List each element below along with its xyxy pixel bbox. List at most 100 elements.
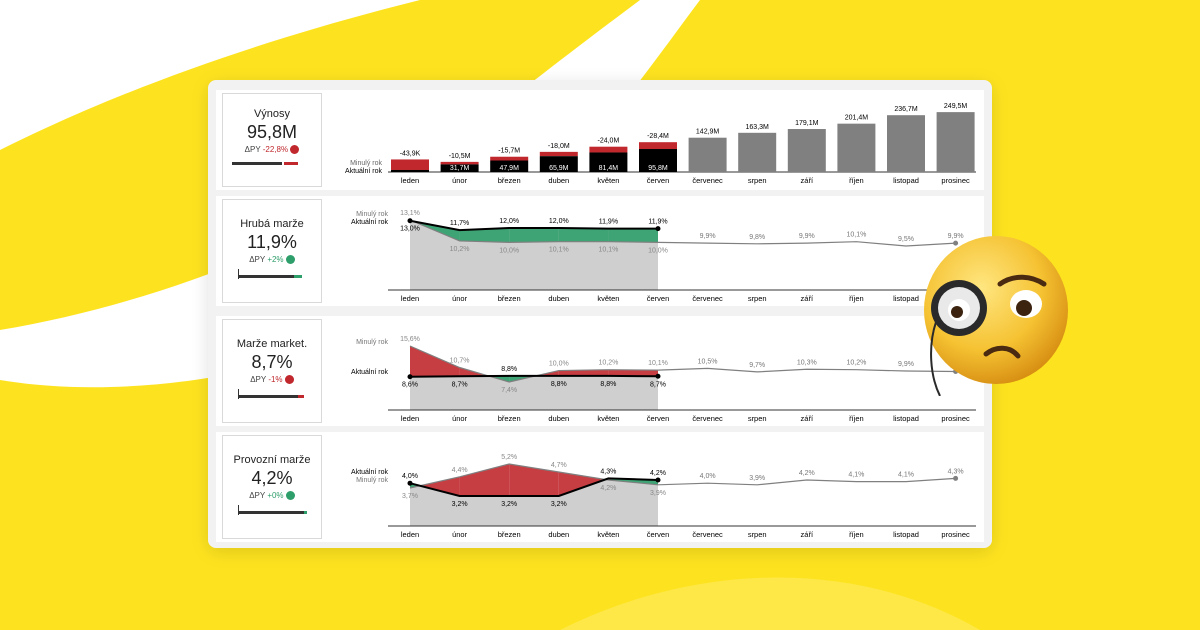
bar-value-label: 201,4M xyxy=(845,115,869,122)
current-year-point xyxy=(407,218,413,224)
previous-year-value-label: 9,7% xyxy=(749,362,765,369)
previous-year-value-label: 4,4% xyxy=(452,467,468,474)
month-tick-label: únor xyxy=(452,176,468,185)
bar-variance-label: -43,9K xyxy=(400,150,421,157)
variance-area xyxy=(410,346,460,377)
kpi-delta: ΔPY -1% ↓ xyxy=(223,375,321,385)
bar-variance xyxy=(490,156,529,161)
kpi-card-operating-margin[interactable]: Provozní marže 4,2% ΔPY +0% ↑ xyxy=(222,435,322,539)
previous-year-value-label: 9,8% xyxy=(749,234,765,241)
current-year-point xyxy=(407,480,413,486)
legend-current-year: Aktuální rok xyxy=(351,219,388,226)
current-year-point xyxy=(655,373,661,379)
month-tick-label: duben xyxy=(548,176,569,185)
kpi-progress-bar xyxy=(238,505,307,516)
current-year-value-label: 8,8% xyxy=(551,381,567,388)
current-year-value-label: 12,0% xyxy=(549,218,569,225)
bar-previous-year xyxy=(787,129,826,172)
variance-area xyxy=(419,476,460,496)
kpi-delta: ΔPY +2% ↑ xyxy=(223,255,321,265)
month-tick-label: červenec xyxy=(692,294,723,303)
previous-year-value-label: 10,0% xyxy=(499,247,519,254)
bar-value-label: 179,1M xyxy=(795,120,819,127)
bar-previous-year xyxy=(936,112,975,172)
current-year-line xyxy=(409,374,659,378)
previous-year-value-label: 10,0% xyxy=(549,361,569,368)
month-tick-label: únor xyxy=(452,294,468,303)
bar-variance xyxy=(440,161,479,165)
bar-value-label: 47,9M xyxy=(499,165,519,172)
bar-variance xyxy=(391,159,429,170)
previous-year-value-label: 9,5% xyxy=(898,236,914,243)
month-tick-label: září xyxy=(801,530,814,539)
kpi-title: Marže market. xyxy=(236,338,308,350)
bar-variance-label: -28,4M xyxy=(647,133,669,140)
variance-area xyxy=(509,375,536,382)
kpi-progress-bar xyxy=(238,389,304,400)
previous-year-value-label: 13,1% xyxy=(400,210,420,217)
bar-previous-year xyxy=(688,137,727,172)
bar-variance-label: -10,5M xyxy=(449,153,471,160)
kpi-delta-value: +0% xyxy=(267,491,284,500)
previous-year-value-label: 7,4% xyxy=(501,387,517,394)
previous-year-value-label: 4,2% xyxy=(600,485,616,492)
current-year-area xyxy=(410,375,658,410)
kpi-value: 11,9% xyxy=(247,232,297,252)
bar-variance xyxy=(539,151,578,157)
month-tick-label: říjen xyxy=(849,414,864,423)
month-tick-label: květen xyxy=(597,414,619,423)
current-year-point xyxy=(655,477,661,483)
bar-current-year xyxy=(490,160,529,172)
legend-previous-year: Minulý rok xyxy=(356,211,388,218)
month-tick-label: březen xyxy=(498,530,521,539)
bar-variance-label: -24,0M xyxy=(598,138,620,145)
month-tick-label: červenec xyxy=(692,176,723,185)
bar-previous-year xyxy=(738,132,777,172)
current-year-point xyxy=(655,226,661,232)
month-tick-label: únor xyxy=(452,414,468,423)
previous-year-value-label: 10,5% xyxy=(698,358,718,365)
previous-year-end-point xyxy=(953,240,959,246)
bar-variance xyxy=(589,146,628,153)
month-tick-label: říjen xyxy=(849,176,864,185)
current-year-value-label: 8,8% xyxy=(501,366,517,373)
kpi-delta: ΔPY -22,8% ↓ xyxy=(223,145,321,155)
current-year-value-label: 8,7% xyxy=(452,381,468,388)
kpi-card-revenue[interactable]: Výnosy 95,8M ΔPY -22,8% ↓ xyxy=(222,93,322,187)
kpi-value: 95,8M xyxy=(246,122,298,142)
month-tick-label: červenec xyxy=(692,414,723,423)
bar-value-label: 163,3M xyxy=(746,124,770,131)
current-year-point xyxy=(407,374,413,380)
previous-year-value-label: 3,9% xyxy=(749,475,765,482)
previous-year-value-label: 10,1% xyxy=(648,360,668,367)
previous-year-value-label: 3,9% xyxy=(650,490,666,497)
month-tick-label: leden xyxy=(401,294,419,303)
kpi-value: 8,7% xyxy=(251,352,293,372)
month-tick-label: červen xyxy=(647,414,670,423)
kpi-title: Výnosy xyxy=(253,108,291,120)
previous-year-line xyxy=(409,345,956,383)
legend-previous-year: Minulý rok xyxy=(356,477,388,484)
bar-variance-label: -15,7M xyxy=(498,148,520,155)
month-tick-label: červen xyxy=(647,530,670,539)
current-year-value-label: 8,7% xyxy=(650,381,666,388)
bar-variance-label: -18,0M xyxy=(548,143,570,150)
variance-area xyxy=(459,464,510,496)
bar-value-label: 95,8M xyxy=(648,165,668,172)
current-year-value-label: 8,8% xyxy=(600,381,616,388)
month-tick-label: srpen xyxy=(748,176,767,185)
month-tick-label: leden xyxy=(401,530,419,539)
current-year-value-label: 3,2% xyxy=(551,501,567,508)
kpi-delta-label: ΔPY xyxy=(249,255,266,264)
month-tick-label: duben xyxy=(548,530,569,539)
previous-year-value-label: 15,6% xyxy=(400,336,420,343)
month-tick-label: listopad xyxy=(893,176,919,185)
previous-year-value-label: 4,1% xyxy=(848,472,864,479)
kpi-card-marketing-margin[interactable]: Marže market. 8,7% ΔPY -1% ↓ xyxy=(222,319,322,423)
month-tick-label: prosinec xyxy=(941,530,970,539)
variance-area xyxy=(558,227,609,242)
current-year-value-label: 12,0% xyxy=(499,218,519,225)
previous-year-value-label: 10,3% xyxy=(797,359,817,366)
current-year-value-label: 3,2% xyxy=(501,501,517,508)
kpi-card-gross-margin[interactable]: Hrubá marže 11,9% ΔPY +2% ↑ xyxy=(222,199,322,303)
